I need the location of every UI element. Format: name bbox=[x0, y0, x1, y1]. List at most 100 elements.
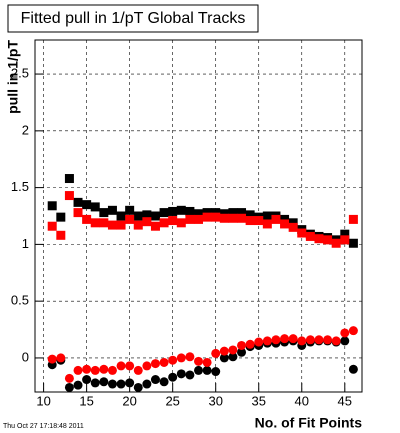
square-marker bbox=[82, 214, 92, 224]
y-tick-label: 2 bbox=[22, 122, 29, 137]
circle-marker bbox=[194, 365, 203, 375]
y-tick-label: 1.5 bbox=[11, 179, 29, 194]
circle-marker bbox=[211, 367, 221, 377]
square-marker bbox=[116, 220, 126, 230]
square-marker bbox=[262, 211, 272, 221]
circle-marker bbox=[116, 361, 126, 371]
square-marker bbox=[90, 202, 100, 212]
square-marker bbox=[194, 214, 203, 224]
circle-marker bbox=[271, 335, 281, 345]
circle-marker bbox=[219, 346, 229, 356]
square-marker bbox=[142, 217, 152, 227]
square-marker bbox=[185, 214, 195, 224]
square-marker bbox=[262, 219, 272, 229]
circle-marker bbox=[73, 365, 83, 375]
square-marker bbox=[185, 206, 195, 216]
square-marker bbox=[99, 218, 109, 228]
y-tick-label: 1 bbox=[22, 236, 29, 251]
square-marker bbox=[228, 208, 238, 218]
square-marker bbox=[47, 201, 57, 211]
square-marker bbox=[194, 209, 203, 219]
y-tick-label: 0 bbox=[22, 349, 29, 364]
circle-marker bbox=[262, 336, 272, 346]
circle-marker bbox=[82, 375, 92, 385]
x-tick-label: 45 bbox=[338, 393, 352, 408]
square-marker bbox=[142, 210, 152, 220]
square-marker bbox=[219, 213, 229, 223]
circle-marker bbox=[237, 347, 247, 357]
square-marker bbox=[211, 212, 221, 222]
circle-marker bbox=[90, 378, 100, 388]
square-marker bbox=[125, 205, 135, 215]
circle-marker bbox=[288, 334, 298, 344]
square-marker bbox=[280, 214, 290, 224]
circle-marker bbox=[150, 375, 160, 385]
square-marker bbox=[211, 208, 221, 218]
square-marker bbox=[323, 235, 333, 245]
circle-marker bbox=[150, 359, 160, 369]
circle-marker bbox=[237, 340, 247, 350]
square-marker bbox=[133, 211, 143, 221]
x-tick-label: 20 bbox=[122, 393, 136, 408]
square-marker bbox=[202, 208, 212, 218]
circle-marker bbox=[323, 335, 333, 345]
circle-marker bbox=[142, 361, 152, 371]
x-tick-label: 10 bbox=[36, 393, 50, 408]
square-marker bbox=[288, 222, 298, 232]
square-marker bbox=[56, 212, 66, 222]
circle-marker bbox=[47, 354, 57, 364]
circle-marker bbox=[133, 365, 143, 375]
square-marker bbox=[237, 213, 247, 223]
square-marker bbox=[245, 210, 255, 220]
square-marker bbox=[64, 174, 74, 184]
square-marker bbox=[228, 213, 238, 223]
circle-marker bbox=[254, 337, 264, 347]
circle-marker bbox=[99, 364, 109, 374]
circle-marker bbox=[64, 382, 74, 392]
square-marker bbox=[340, 235, 350, 245]
circle-marker bbox=[116, 379, 126, 389]
square-marker bbox=[331, 238, 341, 248]
square-marker bbox=[202, 212, 212, 222]
x-tick-label: 35 bbox=[252, 393, 266, 408]
square-marker bbox=[168, 206, 178, 216]
square-marker bbox=[340, 229, 350, 239]
circle-marker bbox=[340, 336, 350, 346]
square-marker bbox=[107, 220, 117, 230]
circle-marker bbox=[228, 345, 238, 355]
circle-marker bbox=[159, 357, 169, 367]
square-marker bbox=[150, 221, 160, 231]
plot-frame bbox=[34, 39, 363, 393]
chart-title: Fitted pull in 1/pT Global Tracks bbox=[21, 10, 246, 27]
square-marker bbox=[314, 234, 324, 244]
circle-marker bbox=[142, 379, 152, 389]
circle-marker bbox=[228, 352, 238, 362]
square-marker bbox=[219, 209, 229, 219]
circle-marker bbox=[305, 335, 315, 345]
circle-marker bbox=[64, 373, 74, 383]
circle-marker bbox=[297, 336, 307, 346]
square-marker bbox=[168, 216, 178, 226]
circle-marker bbox=[340, 328, 350, 338]
x-tick-label: 30 bbox=[208, 393, 222, 408]
circle-marker bbox=[159, 377, 169, 387]
circle-marker bbox=[73, 380, 83, 390]
square-marker bbox=[245, 216, 255, 226]
circle-marker bbox=[245, 339, 255, 349]
y-axis-label: pull in 1/pT bbox=[5, 40, 21, 114]
square-marker bbox=[90, 218, 100, 228]
square-marker bbox=[150, 211, 160, 221]
square-marker bbox=[280, 219, 290, 229]
square-marker bbox=[176, 205, 186, 215]
square-marker bbox=[56, 230, 66, 240]
square-marker bbox=[159, 208, 169, 218]
circle-marker bbox=[348, 326, 358, 336]
circle-marker bbox=[314, 335, 324, 345]
circle-marker bbox=[202, 365, 212, 375]
circle-marker bbox=[176, 353, 186, 363]
square-marker bbox=[271, 214, 281, 224]
square-marker bbox=[288, 218, 298, 228]
circle-marker bbox=[125, 361, 135, 371]
square-marker bbox=[237, 208, 247, 218]
circle-marker bbox=[202, 357, 212, 367]
